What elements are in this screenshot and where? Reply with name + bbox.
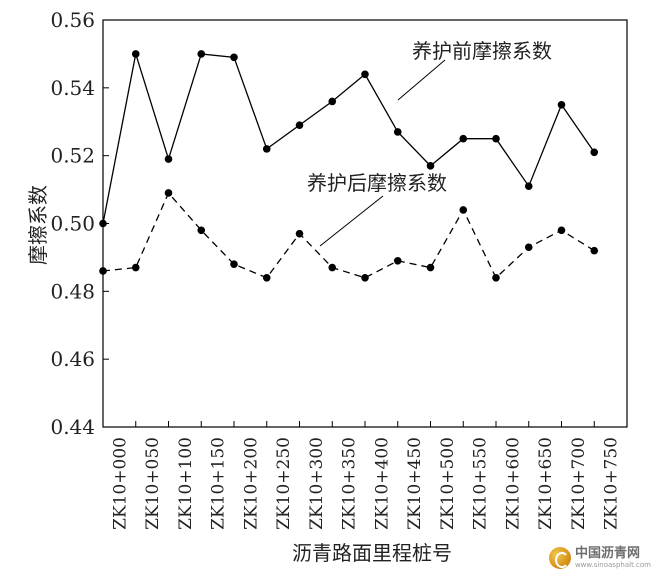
series-2-point — [99, 267, 107, 275]
annotation-leader-after — [319, 195, 384, 247]
y-tick-label: 0.56 — [50, 8, 95, 32]
series-1-point — [230, 53, 238, 62]
series-layer — [99, 50, 599, 282]
series-1-point — [295, 121, 304, 129]
x-tick-label: ZK10+400 — [372, 437, 392, 530]
x-tick-label: ZK10+450 — [405, 437, 425, 530]
series-2-point — [328, 263, 337, 272]
series-1-point — [131, 50, 140, 58]
y-axis-ticks: 0.44 0.46 0.48 0.50 0.52 0.54 0.56 — [50, 8, 109, 439]
y-tick-label: 0.46 — [50, 347, 95, 371]
plot-frame — [102, 19, 628, 428]
x-tick-label: ZK10+600 — [503, 437, 523, 530]
series-1-point — [197, 50, 206, 58]
series-1-point — [164, 155, 173, 163]
x-tick-label: ZK10+050 — [143, 437, 163, 530]
x-tick-label: ZK10+650 — [536, 437, 556, 530]
series-2-point — [361, 273, 369, 282]
series-2-point — [524, 243, 533, 252]
series-2-point — [197, 226, 206, 235]
series-2-point — [131, 263, 140, 272]
series-1-point — [262, 145, 271, 153]
series-2-point — [262, 273, 271, 282]
x-tick-label: ZK10+700 — [569, 437, 589, 530]
series-1-point — [590, 148, 599, 157]
series-1-point — [361, 70, 369, 79]
x-axis-ticks: ZK10+000 ZK10+050 ZK10+100 ZK10+150 ZK10+200… — [110, 421, 622, 530]
series-1-point — [426, 162, 435, 170]
x-tick-label: ZK10+250 — [274, 437, 294, 530]
series-2-point — [393, 257, 402, 265]
series-1-point — [524, 182, 533, 190]
series-2-point — [557, 226, 566, 235]
series-2-point — [492, 273, 500, 282]
watermark-logo-icon — [548, 547, 571, 569]
series-2-point — [295, 229, 304, 238]
watermark-title: 中国沥青网 — [574, 546, 640, 561]
x-tick-label: ZK10+150 — [209, 437, 229, 530]
y-tick-label: 0.44 — [50, 415, 95, 439]
annotation-leader-before — [397, 59, 446, 101]
series-2-point — [590, 246, 599, 255]
x-tick-label: ZK10+750 — [602, 437, 622, 530]
series-1-point — [99, 219, 107, 228]
x-tick-label: ZK10+500 — [438, 437, 458, 530]
series-line-1 — [102, 53, 595, 224]
x-axis-label: 沥青路面里程桩号 — [292, 541, 452, 565]
series-2-point — [426, 263, 435, 272]
x-tick-label: ZK10+200 — [241, 437, 261, 530]
x-tick-label: ZK10+000 — [110, 437, 130, 530]
watermark-url: www.sinoasphalt.com — [574, 561, 651, 569]
series-2-point — [459, 206, 468, 214]
annotation-after-label: 养护后摩擦系数 — [307, 171, 447, 195]
series-1-point — [393, 128, 402, 136]
series-2-point — [230, 260, 238, 269]
y-tick-label: 0.50 — [50, 212, 95, 236]
series-1-point — [328, 97, 337, 106]
x-tick-label: ZK10+100 — [176, 437, 196, 530]
annotation-before-label: 养护前摩擦系数 — [412, 39, 552, 63]
y-tick-label: 0.54 — [50, 76, 95, 100]
y-tick-label: 0.52 — [50, 144, 95, 168]
y-axis-label: 摩擦系数 — [26, 185, 50, 265]
x-tick-label: ZK10+300 — [307, 437, 327, 530]
series-2-point — [164, 189, 173, 197]
series-1-point — [492, 134, 500, 143]
watermark: 中国沥青网 www.sinoasphalt.com — [548, 546, 651, 569]
x-tick-label: ZK10+350 — [340, 437, 360, 530]
y-tick-label: 0.48 — [50, 279, 95, 303]
x-tick-label: ZK10+550 — [471, 437, 491, 530]
series-1-point — [459, 134, 468, 143]
series-1-point — [557, 100, 566, 109]
series-line-2 — [102, 191, 595, 279]
